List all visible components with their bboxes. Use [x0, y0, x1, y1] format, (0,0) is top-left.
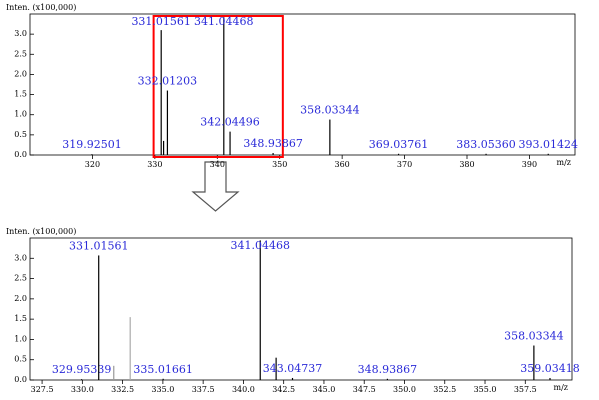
x-tick-label: 320 — [85, 160, 100, 169]
x-tick-label: 327.5 — [31, 385, 54, 394]
y-tick-label: 2.0 — [14, 294, 27, 303]
x-tick-label: 340.0 — [232, 385, 255, 394]
peak-label: 341.04468 — [194, 15, 254, 28]
x-tick-label: 330.0 — [71, 385, 94, 394]
x-tick-label: 332.5 — [111, 385, 134, 394]
y-tick-label: 1.0 — [14, 334, 27, 343]
x-tick-label: 380 — [459, 160, 474, 169]
x-tick-label: 347.5 — [353, 385, 376, 394]
x-tick-label: 357.5 — [514, 385, 537, 394]
x-tick-label: 330 — [147, 160, 162, 169]
peak-label: 348.93867 — [243, 137, 303, 150]
peak-label: 335.01661 — [133, 363, 193, 376]
x-tick-label: 350.0 — [393, 385, 416, 394]
x-tick-label: 342.5 — [272, 385, 295, 394]
x-tick-label: 355.0 — [474, 385, 497, 394]
y-tick-label: 2.5 — [14, 274, 27, 283]
peak-label: 393.01424 — [518, 138, 578, 151]
y-tick-label: 0.5 — [14, 130, 27, 139]
zoom-arrow — [191, 161, 240, 212]
peak-label: 319.92501 — [62, 138, 122, 151]
peak-label: 358.03344 — [300, 104, 360, 117]
y-tick-label: 2.5 — [14, 49, 27, 58]
plot-frame — [29, 13, 576, 156]
x-axis-label: m/z — [554, 383, 569, 392]
peak-label: 348.93867 — [358, 363, 418, 376]
y-tick-label: 3.0 — [14, 253, 27, 262]
peak-label: 359.03418 — [520, 362, 580, 375]
peak-label: 331.01561 — [131, 15, 191, 28]
y-tick-label: 0.5 — [14, 355, 27, 364]
peak-label: 331.01561 — [69, 239, 129, 252]
x-tick-label: 350 — [272, 160, 287, 169]
x-axis-label: m/z — [557, 158, 572, 167]
y-tick-label: 0.0 — [14, 375, 27, 384]
x-tick-label: 360 — [335, 160, 350, 169]
y-axis-label: Inten. (x100,000) — [6, 227, 76, 236]
y-tick-label: 1.5 — [14, 90, 27, 99]
y-tick-label: 1.0 — [14, 110, 27, 119]
y-tick-label: 2.0 — [14, 69, 27, 78]
peak-label: 342.04496 — [200, 116, 260, 129]
x-tick-label: 337.5 — [192, 385, 215, 394]
peak-label: 369.03761 — [369, 138, 429, 151]
y-tick-label: 3.0 — [14, 29, 27, 38]
peak-label: 332.01203 — [138, 75, 198, 88]
x-tick-label: 390 — [522, 160, 537, 169]
peak-label: 343.04737 — [263, 362, 323, 375]
peak-label: 329.95339 — [52, 363, 112, 376]
peak-label: 383.05360 — [456, 138, 516, 151]
y-axis-label: Inten. (x100,000) — [6, 3, 76, 12]
x-tick-label: 340 — [210, 160, 225, 169]
x-tick-label: 345.0 — [312, 385, 335, 394]
highlight-box — [152, 15, 284, 158]
x-tick-label: 352.5 — [433, 385, 456, 394]
peak-label: 341.04468 — [230, 239, 290, 252]
plot-frame — [29, 237, 573, 381]
y-tick-label: 1.5 — [14, 314, 27, 323]
x-tick-label: 370 — [397, 160, 412, 169]
x-tick-label: 335.0 — [151, 385, 174, 394]
y-tick-label: 0.0 — [14, 150, 27, 159]
peak-label: 358.03344 — [504, 330, 564, 343]
